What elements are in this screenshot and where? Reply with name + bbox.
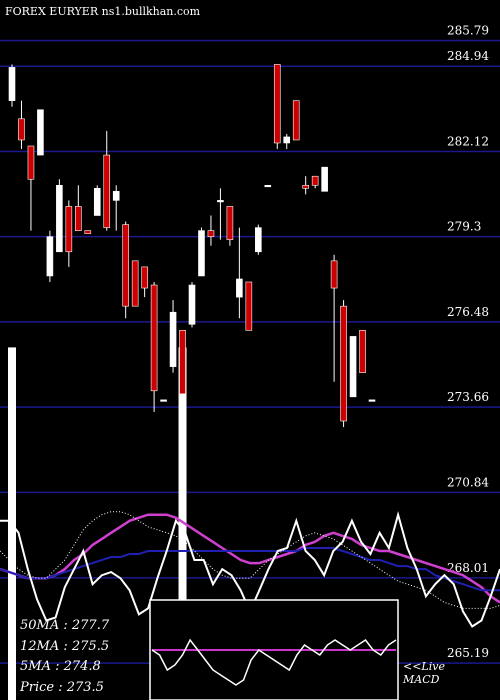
candle-down	[27, 145, 35, 180]
legend-ma12: 12MA : 275.5	[20, 639, 109, 654]
candle-down	[359, 330, 366, 373]
candles	[8, 64, 376, 428]
candle-down	[292, 100, 300, 141]
legend-ma5: 5MA : 274.8	[20, 659, 101, 674]
candle-down	[302, 184, 309, 189]
y-tick-label: 284.94	[447, 49, 489, 63]
candle-down	[150, 284, 158, 392]
candle-down	[273, 64, 281, 144]
candle-down	[141, 266, 148, 289]
candle-down	[340, 305, 347, 422]
candle-up	[236, 278, 243, 298]
y-tick-label: 270.84	[447, 475, 489, 489]
legend-macd: MACD	[402, 673, 440, 686]
y-tick-label: 276.48	[447, 305, 489, 319]
candle-down	[122, 224, 129, 307]
candle-down	[179, 330, 186, 395]
candle-up	[349, 336, 357, 398]
candle-up	[160, 399, 167, 402]
candle-down	[18, 118, 25, 141]
macd-panel	[149, 599, 399, 700]
candle-up	[169, 311, 177, 367]
candle-up	[8, 67, 16, 101]
macd-line	[151, 638, 397, 686]
candle-down	[131, 260, 139, 307]
legend-price: Price : 273.5	[19, 680, 104, 695]
candle-up	[368, 399, 376, 402]
ma12-line	[0, 513, 500, 604]
ma5-line	[0, 511, 500, 609]
candle-up	[93, 188, 101, 216]
chart-title: FOREX EURYER ns1.bullkhan.com	[5, 5, 201, 18]
candle-down	[75, 206, 82, 231]
candle-up	[37, 109, 44, 156]
legend-ma50: 50MA : 277.7	[20, 618, 110, 633]
candle-down	[245, 281, 253, 331]
candle-down	[65, 206, 73, 253]
y-tick-label: 273.66	[447, 390, 489, 404]
candle-up	[217, 200, 224, 203]
candle-up	[46, 236, 54, 277]
moving-average-overlay	[0, 510, 500, 628]
legend: 50MA : 277.7 12MA : 275.5 5MA : 274.8 Pr…	[19, 618, 445, 695]
candle-up	[56, 184, 63, 253]
candle-up	[321, 166, 328, 192]
candle-up	[264, 184, 272, 188]
y-tick-label: 265.19	[447, 646, 489, 660]
candle-down	[103, 154, 111, 228]
volume-bar	[178, 347, 187, 700]
candle-down	[84, 230, 92, 234]
y-tick-label: 268.01	[447, 561, 489, 575]
candle-up	[198, 230, 205, 277]
candle-up	[283, 136, 291, 144]
candle-down	[311, 175, 319, 186]
candle-down	[330, 260, 338, 289]
legend-live: <<Live	[403, 660, 445, 673]
candle-down	[207, 230, 215, 237]
candle-up	[255, 227, 262, 253]
y-axis-tick-labels: 285.79 284.94 282.12 279.3 276.48 273.66 270.8…	[447, 24, 489, 661]
y-tick-label: 282.12	[447, 134, 489, 148]
candle-up	[188, 284, 196, 325]
y-tick-label: 279.3	[447, 220, 481, 234]
candle-up	[112, 191, 120, 201]
candle-down	[226, 206, 234, 240]
y-tick-label: 285.79	[447, 24, 489, 38]
